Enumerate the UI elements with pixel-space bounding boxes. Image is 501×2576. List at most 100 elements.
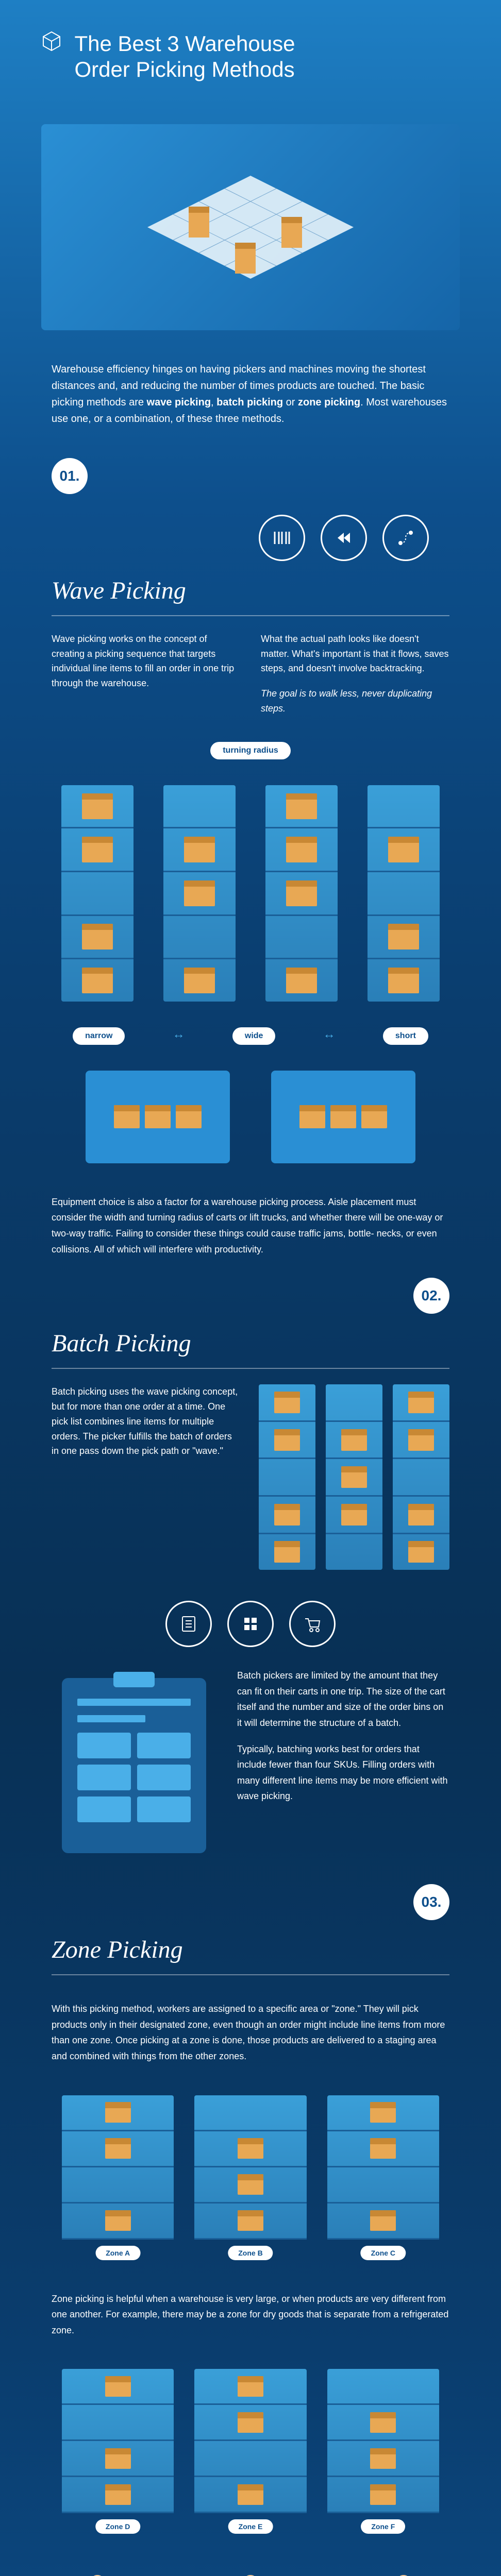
wave-col-2: What the actual path looks like doesn't … bbox=[261, 632, 449, 716]
box-icon bbox=[238, 2174, 263, 2195]
box-icon bbox=[299, 1105, 325, 1128]
box-icon bbox=[370, 2102, 396, 2123]
arrow-icon: ↔ bbox=[323, 1027, 336, 1045]
box-icon bbox=[370, 2138, 396, 2159]
section-number-3: 03. bbox=[413, 1884, 449, 1920]
width-labels: narrow ↔ wide ↔ short bbox=[0, 1022, 501, 1060]
clip-line bbox=[77, 1715, 145, 1722]
box-icon bbox=[370, 2448, 396, 2469]
zone-intro: With this picking method, workers are as… bbox=[0, 1991, 501, 2074]
box-icon bbox=[388, 837, 419, 862]
wave-col-1: Wave picking works on the concept of cre… bbox=[52, 632, 240, 716]
hero-illustration bbox=[41, 124, 460, 330]
cart bbox=[271, 1071, 415, 1163]
batch-icon-row bbox=[0, 1590, 501, 1657]
clip-grid bbox=[77, 1733, 191, 1822]
narrow-pill: narrow bbox=[73, 1027, 125, 1045]
batch-clipboard-row: Batch pickers are limited by the amount … bbox=[0, 1657, 501, 1874]
batch-text: Batch pickers are limited by the amount … bbox=[237, 1668, 449, 1815]
intro-paragraph: Warehouse efficiency hinges on having pi… bbox=[0, 351, 501, 448]
zone-shelf-b: Zone B bbox=[194, 2095, 306, 2240]
zone-label-b: Zone B bbox=[228, 2246, 273, 2260]
title-line-2: Order Picking Methods bbox=[74, 57, 295, 82]
shelf bbox=[163, 785, 236, 1002]
box-icon bbox=[274, 1392, 300, 1413]
box-icon bbox=[286, 968, 317, 993]
zone-shelf-a: Zone A bbox=[62, 2095, 174, 2240]
shelf bbox=[326, 1384, 382, 1570]
box-icon bbox=[82, 837, 113, 862]
box-icon bbox=[105, 2376, 131, 2397]
box-icon bbox=[238, 2138, 263, 2159]
box-icon bbox=[238, 2376, 263, 2397]
intro-bold-batch: batch picking bbox=[216, 397, 283, 408]
batch-para-2: Typically, batching works best for order… bbox=[237, 1741, 449, 1804]
box-icon bbox=[370, 2484, 396, 2505]
box-icon bbox=[184, 968, 215, 993]
box-icon bbox=[238, 2412, 263, 2433]
rewind-icon bbox=[321, 515, 367, 561]
zone-helpful: Zone picking is helpful when a warehouse… bbox=[0, 2281, 501, 2349]
clip-cell bbox=[77, 1765, 131, 1790]
zone-label-a: Zone A bbox=[95, 2246, 140, 2260]
box-icon bbox=[82, 968, 113, 993]
zone-grid-bottom: Zone D Zone E Zone F bbox=[0, 2348, 501, 2534]
section-number-1: 01. bbox=[52, 458, 88, 494]
wave-shelves bbox=[0, 765, 501, 1022]
divider bbox=[52, 615, 449, 616]
equipment-paragraph: Equipment choice is also a factor for a … bbox=[0, 1184, 501, 1267]
arrow-icon: ↔ bbox=[173, 1027, 185, 1045]
box-icon bbox=[370, 2412, 396, 2433]
divider bbox=[52, 1368, 449, 1369]
clip-cell bbox=[77, 1733, 131, 1758]
box-icon bbox=[238, 2484, 263, 2505]
box-icon bbox=[388, 924, 419, 950]
box-icon bbox=[388, 968, 419, 993]
shelf bbox=[368, 785, 440, 1002]
batch-col-1: Batch picking uses the wave picking conc… bbox=[52, 1384, 238, 1570]
shelf bbox=[265, 785, 338, 1002]
chessboard-warehouse-icon bbox=[96, 150, 405, 304]
box-icon bbox=[341, 1504, 367, 1526]
batch-para-1: Batch pickers are limited by the amount … bbox=[237, 1668, 449, 1731]
wave-icon-row bbox=[0, 504, 501, 571]
box-icon bbox=[114, 1105, 140, 1128]
box-icon bbox=[408, 1429, 434, 1451]
box-icon bbox=[145, 1105, 171, 1128]
wave-two-col: Wave picking works on the concept of cre… bbox=[0, 632, 501, 737]
title-line-1: The Best 3 Warehouse bbox=[74, 31, 295, 57]
section-number-2: 02. bbox=[413, 1278, 449, 1314]
box-icon bbox=[274, 1504, 300, 1526]
zone-grid-top: Zone A Zone B Zone C bbox=[0, 2075, 501, 2260]
box-icon bbox=[184, 880, 215, 906]
divider bbox=[52, 1974, 449, 1975]
infographic-container: The Best 3 Warehouse Order Picking Metho… bbox=[0, 0, 501, 2576]
zone-shelf-c: Zone C bbox=[327, 2095, 439, 2240]
box-icon bbox=[361, 1105, 387, 1128]
carts-row bbox=[0, 1060, 501, 1184]
box-icon bbox=[408, 1504, 434, 1526]
box-icon bbox=[82, 924, 113, 950]
clipboard-illustration bbox=[62, 1678, 206, 1853]
box-icon bbox=[184, 837, 215, 862]
wide-pill: wide bbox=[232, 1027, 276, 1045]
box-icon bbox=[238, 2210, 263, 2231]
wave-col-2-text: What the actual path looks like doesn't … bbox=[261, 634, 449, 674]
shelf bbox=[61, 785, 133, 1002]
clip-cell bbox=[137, 1797, 191, 1822]
box-icon bbox=[176, 1105, 202, 1128]
zone-shelf-e: Zone E bbox=[194, 2369, 306, 2513]
clip-line bbox=[77, 1699, 191, 1706]
box-icon bbox=[105, 2448, 131, 2469]
box-icon bbox=[341, 1466, 367, 1488]
zone-label-c: Zone C bbox=[361, 2246, 406, 2260]
clip-cell bbox=[137, 1765, 191, 1790]
box-icon bbox=[82, 793, 113, 819]
box-icon bbox=[105, 2102, 131, 2123]
workers-row bbox=[0, 2534, 501, 2576]
wave-goal: The goal is to walk less, never duplicat… bbox=[261, 686, 449, 716]
box-icon bbox=[341, 1429, 367, 1451]
grid-icon bbox=[227, 1601, 274, 1647]
section-3-title: Zone Picking bbox=[0, 1930, 501, 1974]
logo-cube-icon bbox=[41, 31, 62, 52]
